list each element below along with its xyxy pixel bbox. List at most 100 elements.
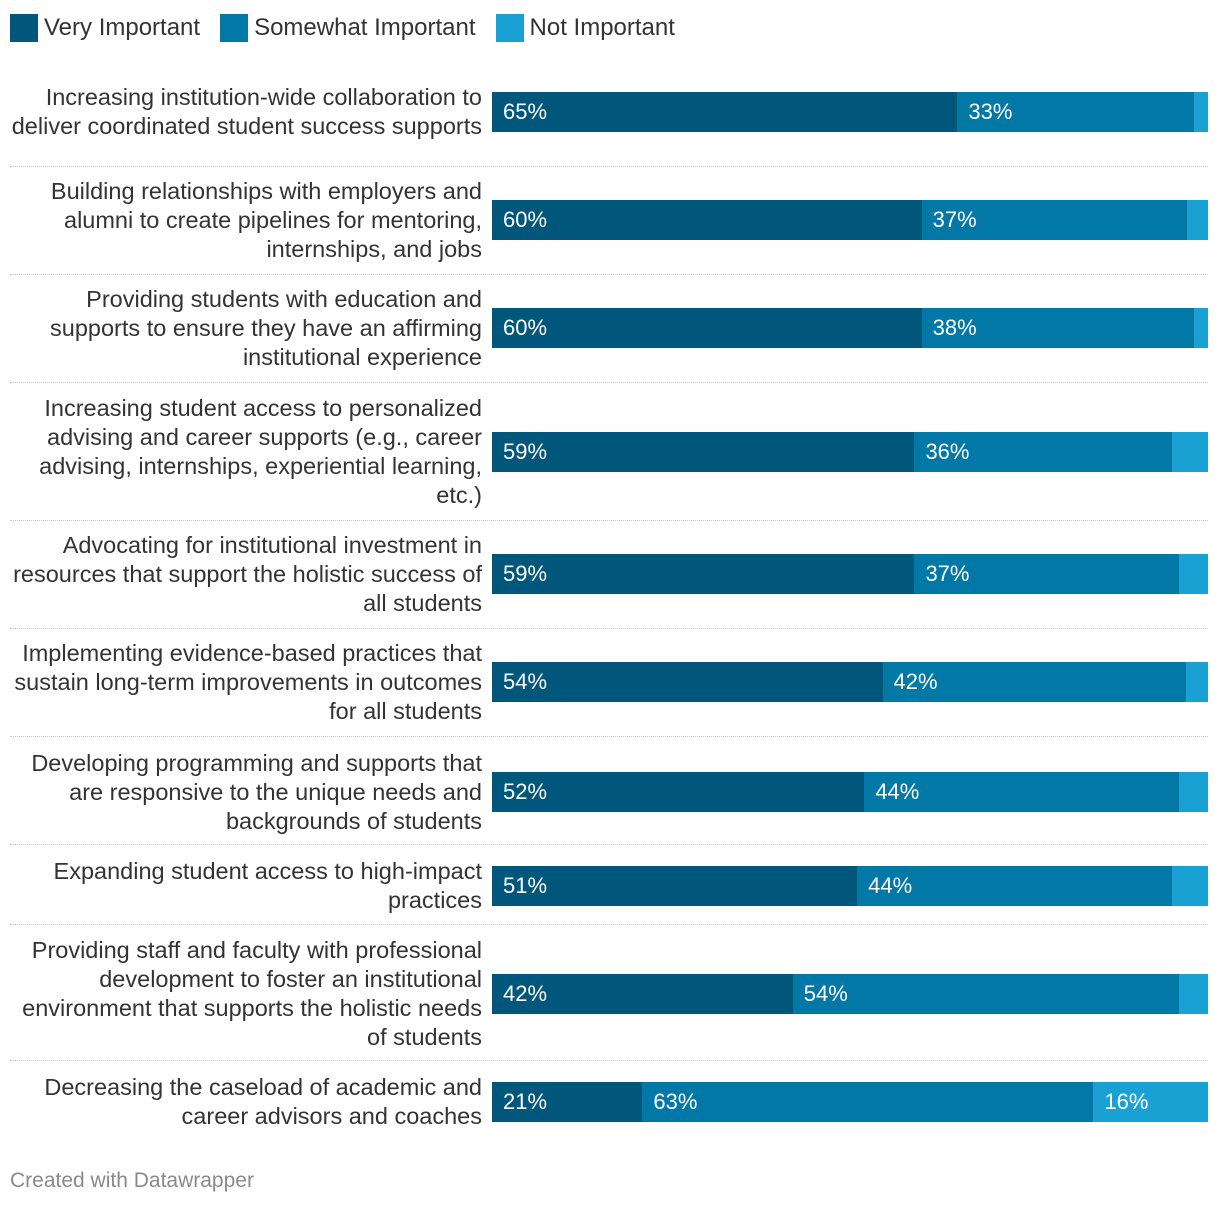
data-label: 65%: [503, 99, 548, 124]
data-label: 44%: [875, 779, 920, 804]
category-label: Developing programming and supports that…: [31, 749, 482, 834]
data-label: 60%: [503, 207, 548, 232]
chart-row: Advocating for institutional investment …: [10, 521, 1208, 629]
legend-item-not-important: Not Important: [495, 14, 675, 42]
chart-row: Implementing evidence-based practices th…: [10, 629, 1208, 737]
bar-segment-very-important: 52%: [492, 772, 865, 812]
row-divider: [10, 844, 1208, 845]
bar-segment-not-important: [1179, 772, 1208, 812]
legend-swatch-very-important: [10, 14, 38, 42]
category-label: Building relationships with employers an…: [50, 177, 482, 262]
stacked-bar: 59% 36%: [492, 432, 1208, 472]
stacked-bar: 60% 37%: [492, 200, 1208, 240]
bar-segment-very-important: 65%: [492, 92, 958, 132]
data-label: 33%: [968, 99, 1013, 124]
category-label: Advocating for institutional investment …: [13, 531, 482, 616]
chart-row: Providing students with education and su…: [10, 275, 1208, 383]
bar-segment-somewhat-important: 38%: [921, 308, 1194, 348]
bar-segment-very-important: 51%: [492, 866, 858, 906]
bar-segment-somewhat-important: 63%: [642, 1082, 1094, 1122]
bar-segment-not-important: [1179, 554, 1208, 594]
bar-segment-somewhat-important: 37%: [921, 200, 1187, 240]
bar-segment-not-important: [1172, 432, 1208, 472]
data-label: 60%: [503, 315, 548, 340]
stacked-bar: 54% 42%: [492, 662, 1208, 702]
bar-segment-not-important: [1193, 308, 1208, 348]
data-label: 16%: [1104, 1089, 1149, 1114]
bar-segment-very-important: 21%: [492, 1082, 643, 1122]
bar-segment-somewhat-important: 44%: [864, 772, 1180, 812]
category-label: Decreasing the caseload of academic and …: [44, 1074, 482, 1129]
bar-segment-not-important: [1186, 662, 1208, 702]
chart-row: Increasing student access to personalize…: [10, 383, 1208, 521]
row-divider: [10, 520, 1208, 521]
bar-segment-somewhat-important: 54%: [792, 974, 1180, 1014]
stacked-bar: 59% 37%: [492, 554, 1208, 594]
row-divider: [10, 736, 1208, 737]
data-label: 38%: [932, 315, 977, 340]
bar-segment-somewhat-important: 44%: [857, 866, 1173, 906]
chart-row: Expanding student access to high-impact …: [10, 845, 1208, 925]
stacked-bar: 21% 63% 16%: [492, 1082, 1208, 1122]
bar-segment-not-important: [1172, 866, 1208, 906]
row-divider: [10, 166, 1208, 167]
legend-item-somewhat-important: Somewhat Important: [220, 14, 476, 42]
row-divider: [10, 274, 1208, 275]
chart-row: Building relationships with employers an…: [10, 167, 1208, 275]
legend-label-somewhat-important: Somewhat Important: [254, 14, 476, 41]
bar-segment-somewhat-important: 42%: [882, 662, 1187, 702]
chart-row: Developing programming and supports that…: [10, 737, 1208, 845]
category-label: Increasing institution-wide collaboratio…: [11, 84, 482, 139]
bar-segment-not-important: 16%: [1093, 1082, 1208, 1122]
datawrapper-credit: Created with Datawrapper: [10, 1169, 254, 1192]
legend-swatch-not-important: [495, 14, 524, 42]
data-label: 42%: [503, 981, 548, 1006]
row-divider: [10, 924, 1208, 925]
stacked-bar: 52% 44%: [492, 772, 1208, 812]
stacked-bar: 42% 54%: [492, 974, 1208, 1014]
data-label: 59%: [503, 439, 548, 464]
bar-segment-very-important: 60%: [492, 308, 922, 348]
category-label: Providing students with education and su…: [50, 285, 482, 370]
stacked-bar: 60% 38%: [492, 308, 1208, 348]
bar-segment-not-important: [1193, 92, 1208, 132]
stacked-bar: 65% 33%: [492, 92, 1208, 132]
category-label: Implementing evidence-based practices th…: [14, 639, 482, 724]
bar-segment-very-important: 60%: [492, 200, 922, 240]
bar-segment-somewhat-important: 37%: [914, 554, 1180, 594]
bar-segment-very-important: 59%: [492, 432, 915, 472]
chart-row: Decreasing the caseload of academic and …: [10, 1061, 1208, 1141]
bar-segment-not-important: [1179, 974, 1208, 1014]
legend-item-very-important: Very Important: [10, 14, 200, 42]
bar-segment-not-important: [1186, 200, 1208, 240]
data-label: 37%: [925, 561, 970, 586]
category-label: Expanding student access to high-impact …: [53, 858, 482, 913]
category-label: Increasing student access to personalize…: [39, 395, 482, 508]
row-divider: [10, 628, 1208, 629]
data-label: 54%: [503, 669, 548, 694]
data-label: 63%: [653, 1089, 698, 1114]
category-label: Providing staff and faculty with profess…: [22, 937, 482, 1050]
legend-swatch-somewhat-important: [220, 14, 249, 42]
bar-segment-somewhat-important: 36%: [914, 432, 1173, 472]
data-label: 21%: [503, 1089, 548, 1114]
legend-label-not-important: Not Important: [529, 14, 675, 41]
data-label: 54%: [803, 981, 848, 1006]
bar-segment-somewhat-important: 33%: [957, 92, 1194, 132]
bar-segment-very-important: 59%: [492, 554, 915, 594]
stacked-bar: 51% 44%: [492, 866, 1208, 906]
data-label: 59%: [503, 561, 548, 586]
bar-segment-very-important: 54%: [492, 662, 883, 702]
data-label: 52%: [503, 779, 548, 804]
chart-row: Providing staff and faculty with profess…: [10, 925, 1208, 1061]
legend-label-very-important: Very Important: [44, 14, 201, 41]
row-divider: [10, 1060, 1208, 1061]
data-label: 36%: [925, 439, 970, 464]
data-label: 51%: [503, 873, 548, 898]
row-divider: [10, 382, 1208, 383]
bar-segment-very-important: 42%: [492, 974, 793, 1014]
data-label: 44%: [868, 873, 913, 898]
chart-legend: Very Important Somewhat Important Not Im…: [10, 12, 695, 44]
chart-row: Increasing institution-wide collaboratio…: [10, 60, 1208, 167]
data-label: 37%: [932, 207, 977, 232]
